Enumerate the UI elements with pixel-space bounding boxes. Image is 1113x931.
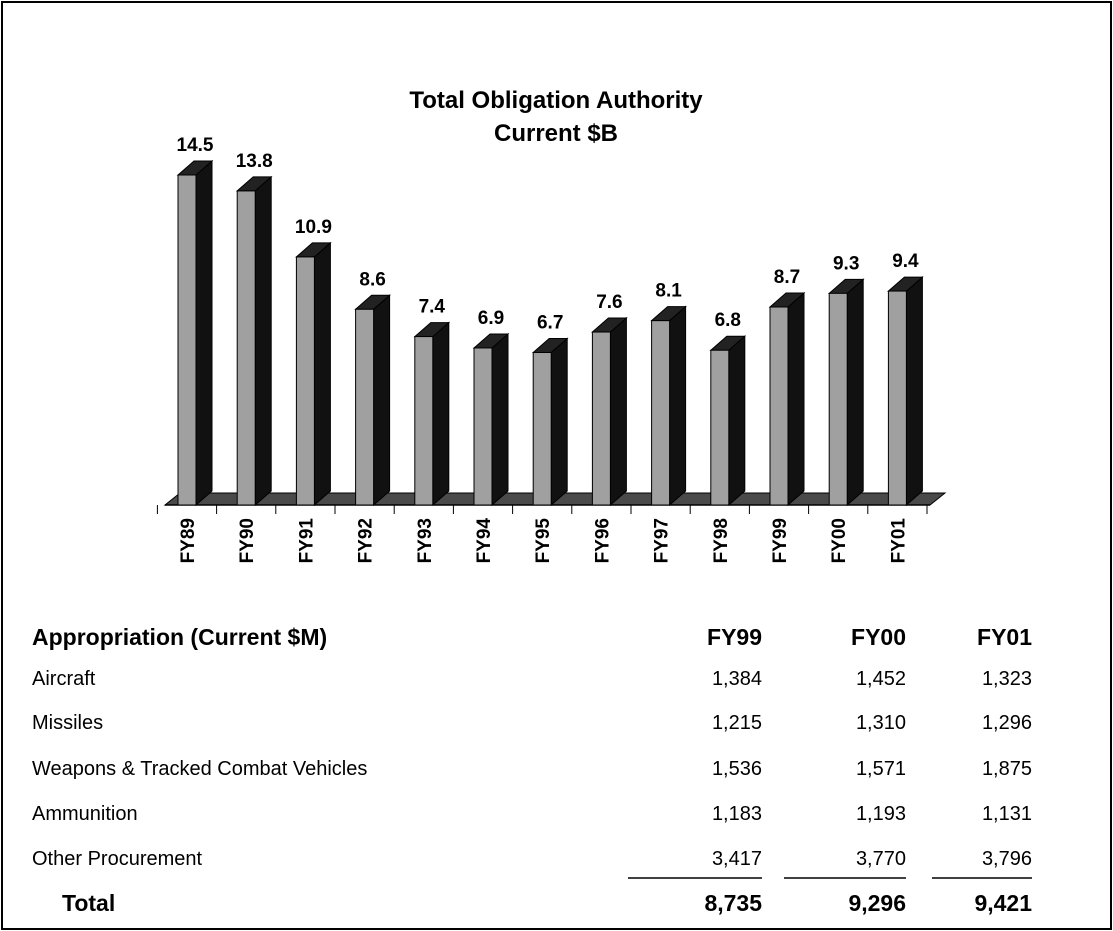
x-tick-label: FY97 (652, 518, 673, 563)
bar-side (846, 278, 864, 507)
bar-side (432, 321, 450, 507)
bar (413, 321, 451, 507)
cell: 1,323 (982, 668, 1032, 690)
row-label: Weapons & Tracked Combat Vehicles (32, 758, 367, 780)
cell: 9,296 (848, 890, 906, 916)
cell: 1,296 (982, 712, 1032, 734)
value-label: 10.9 (295, 217, 332, 238)
cell: FY01 (977, 624, 1032, 650)
cell: 1,183 (712, 803, 762, 825)
cell: 1,875 (982, 758, 1032, 780)
bar-side (728, 335, 746, 507)
bar (531, 337, 569, 507)
row-label: Total (62, 890, 115, 916)
bar-side (373, 294, 391, 507)
bar (354, 294, 391, 507)
bar-front (591, 331, 611, 506)
bar-front (177, 174, 197, 506)
row-label: Appropriation (Current $M) (32, 624, 327, 650)
bar (887, 275, 924, 507)
chart-title: Total Obligation Authority (409, 87, 703, 114)
bar (472, 332, 510, 507)
bar-side (905, 275, 923, 507)
bar-front (414, 336, 434, 506)
x-tick-label: FY90 (237, 518, 258, 563)
cell: 1,193 (856, 803, 906, 825)
row-label: Ammunition (32, 803, 138, 825)
bar-side (313, 241, 331, 507)
x-tick-label: FY95 (533, 518, 554, 564)
cell: 3,417 (712, 848, 762, 870)
bar (768, 291, 806, 507)
cell: 1,452 (856, 668, 906, 690)
bar-front (236, 190, 256, 506)
bar (827, 278, 865, 507)
value-label: 6.7 (537, 313, 563, 334)
row-label: Other Procurement (32, 848, 203, 870)
bar (176, 159, 214, 507)
value-label: 6.9 (478, 308, 504, 329)
cell: 1,571 (856, 758, 906, 780)
cell: 3,796 (982, 848, 1032, 870)
bar-side (550, 337, 568, 507)
value-label: 8.1 (655, 281, 682, 302)
x-tick-label: FY99 (770, 518, 791, 563)
cell: 9,421 (974, 890, 1032, 916)
bar-front (651, 320, 671, 506)
bar-side (254, 175, 272, 507)
value-label: 7.6 (596, 292, 622, 313)
bar-front (295, 256, 315, 506)
bar-front (473, 347, 493, 506)
x-tick-label: FY96 (592, 518, 613, 563)
row-label: Aircraft (32, 668, 96, 690)
value-label: 6.8 (715, 310, 741, 331)
bar-side (669, 305, 687, 507)
cell: 1,536 (712, 758, 762, 780)
cell: 8,735 (704, 890, 762, 916)
bar (235, 175, 273, 507)
bar (295, 241, 332, 507)
x-tick-label: FY98 (711, 518, 732, 563)
x-tick-label: FY01 (888, 518, 909, 564)
bar-side (787, 291, 805, 507)
bar-front (532, 352, 552, 506)
cell: FY99 (707, 624, 762, 650)
bar (650, 305, 687, 507)
x-tick-label: FY91 (296, 518, 317, 564)
value-label: 14.5 (177, 135, 214, 156)
bar-side (491, 332, 509, 507)
row-label: Missiles (32, 712, 103, 734)
value-label: 9.4 (892, 251, 919, 272)
chart-subtitle: Current $B (494, 120, 618, 147)
value-label: 9.3 (833, 253, 859, 274)
bar-front (710, 349, 730, 506)
cell: 1,310 (856, 712, 906, 734)
x-tick-label: FY92 (356, 518, 377, 563)
x-tick-label: FY89 (178, 518, 199, 563)
x-tick-label: FY00 (829, 518, 850, 563)
bar-side (609, 316, 627, 507)
cell: 1,131 (982, 803, 1032, 825)
bar-front (355, 308, 375, 506)
bar (709, 335, 747, 507)
bar-side (195, 159, 213, 507)
x-tick-label: FY93 (415, 518, 436, 563)
bar (591, 316, 628, 507)
cell: FY00 (851, 624, 906, 650)
bar-front (769, 306, 789, 506)
x-tick-label: FY94 (474, 518, 495, 564)
value-label: 13.8 (236, 151, 273, 172)
value-label: 8.7 (774, 267, 800, 288)
value-label: 8.6 (359, 269, 385, 290)
cell: 1,215 (712, 712, 762, 734)
bar-front (887, 290, 907, 506)
value-label: 7.4 (419, 297, 446, 318)
cell: 1,384 (712, 668, 762, 690)
bar-front (828, 292, 848, 506)
cell: 3,770 (856, 848, 906, 870)
